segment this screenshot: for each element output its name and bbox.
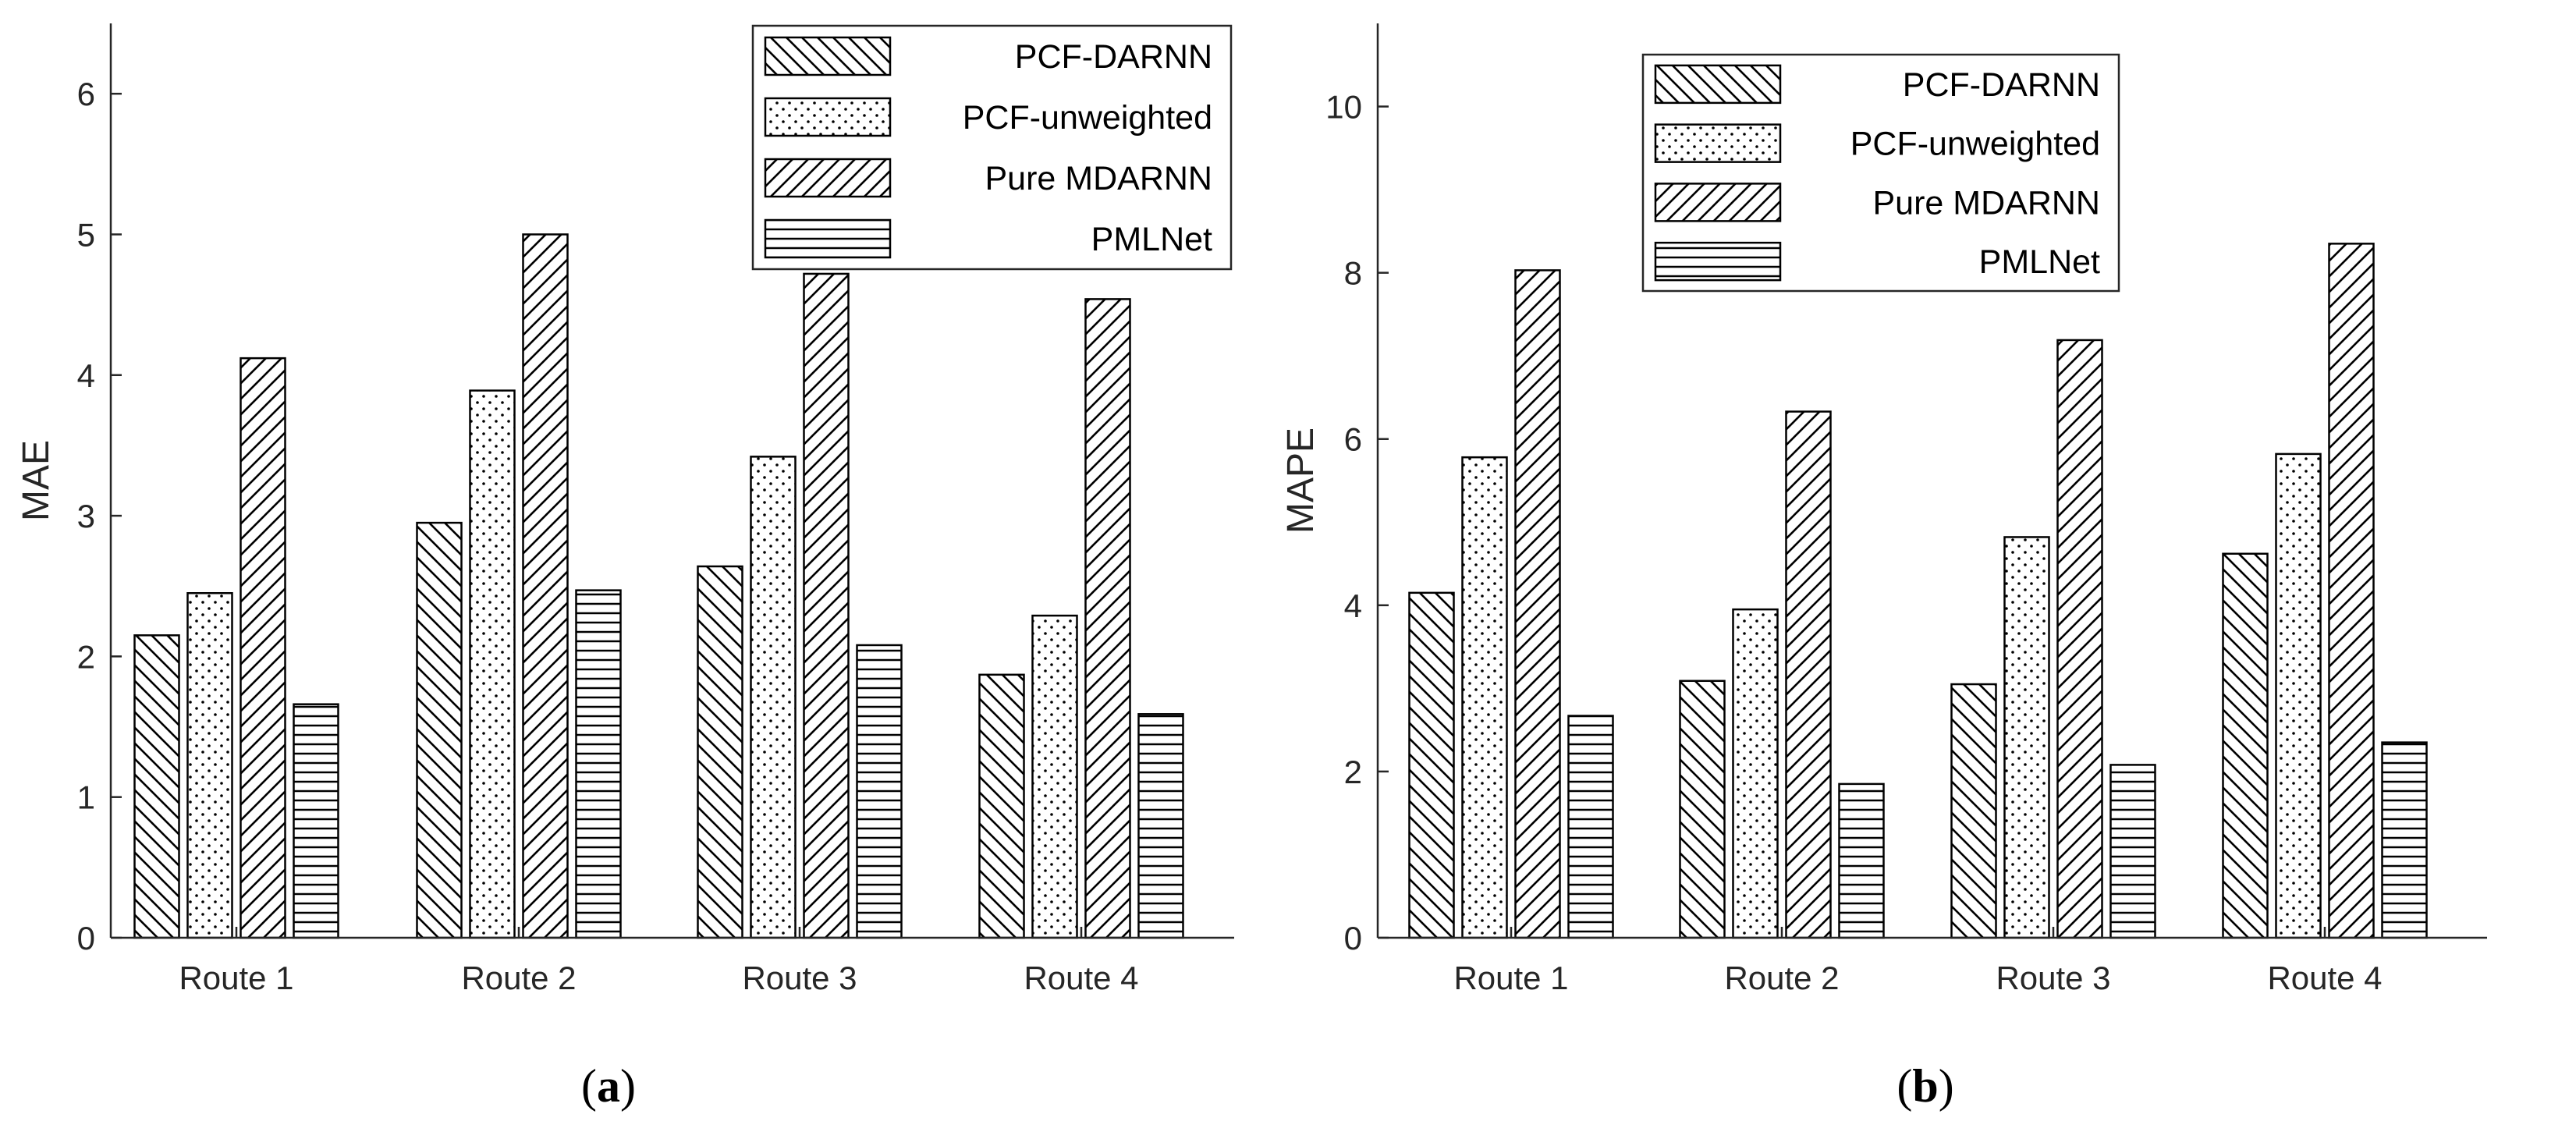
legend-panel-b: PCF-DARNN PCF-unweighted Pure MDARNN PMLNet [1641,53,2120,293]
bar-pure-mdarnn-4 [1084,298,1131,939]
caption-open-paren-b: ( [1897,1060,1912,1112]
legend-panel-a: PCF-DARNN PCF-unweighted Pure MDARNN PMLNet [751,24,1233,271]
y-tick-label: 1 [77,779,95,816]
y-tick-label: 4 [77,357,95,394]
y-tick-label: 2 [77,638,95,675]
axes-panel-b: 0 2 4 6 8 10 Route 1 Route 2 Route 3 Route 4 [1325,23,2487,996]
legend-label: PMLNet [1979,243,2100,281]
y-axis-label-b: MAPE [1280,428,1322,534]
y-tick-label: 8 [1344,255,1362,292]
y-tick-label: 6 [77,76,95,112]
panel-caption-b: (b) [1897,1060,1953,1112]
legend-swatch [764,97,892,137]
bar-pure-mdarnn-4 [2328,243,2375,939]
legend-label: PCF-DARNN [1015,38,1212,76]
legend-label: PCF-unweighted [1850,126,2100,163]
bar-pmlnet-4 [2381,741,2428,939]
bar-pure-mdarnn-2 [1785,410,1832,939]
legend-swatch [1654,241,1782,282]
x-tick-label: Route 3 [1996,960,2110,996]
bar-pcf-unweighted-4 [1031,614,1078,939]
y-tick-label: 3 [77,498,95,534]
bar-pcf-unweighted-3 [750,456,797,939]
y-tick-label: 2 [1344,754,1362,790]
bar-pcf-unweighted-1 [186,591,233,939]
chart-panel-b: 0 2 4 6 8 10 Route 1 Route 2 Route 3 Route 4 MAPE… [1280,23,2487,1112]
x-tick-label: Route 3 [742,960,857,996]
y-tick-label: 10 [1325,89,1362,126]
y-axis-label-a: MAE [16,440,57,521]
legend-label: PCF-DARNN [1903,66,2100,104]
legend-label: Pure MDARNN [985,160,1213,197]
legend-swatch [1654,183,1782,222]
x-tick-label: Route 1 [1453,960,1568,996]
y-tick-label: 4 [1344,587,1362,624]
bar-pcf-unweighted-4 [2275,452,2322,939]
bar-pure-mdarnn-1 [1514,269,1561,939]
legend-swatch [764,36,892,76]
bars-panel-b [1408,243,2428,939]
caption-close-paren-b: ) [1939,1060,1954,1112]
bar-pcf-darnn-1 [133,634,180,939]
bar-pure-mdarnn-3 [803,272,850,939]
x-tick-label: Route 2 [1724,960,1839,996]
legend-swatch [764,158,892,198]
x-tick-label: Route 1 [179,960,293,996]
caption-letter-a: a [597,1060,620,1112]
bar-pcf-darnn-4 [2222,552,2269,939]
x-tick-label: Route 4 [2267,960,2382,996]
bar-pmlnet-2 [1838,782,1885,939]
y-tick-label: 0 [77,920,95,956]
x-tick-label: Route 4 [1024,960,1138,996]
legend-swatch [1654,123,1782,163]
bar-pure-mdarnn-1 [240,357,286,939]
caption-open-paren-a: ( [581,1060,597,1112]
y-tick-label: 0 [1344,920,1362,956]
legend-swatch [764,218,892,259]
legend-label: PCF-unweighted [963,99,1212,137]
bar-pcf-darnn-2 [416,521,463,939]
bar-pcf-darnn-1 [1408,591,1455,939]
legend-swatch [1654,64,1782,105]
bar-pcf-unweighted-2 [1732,608,1779,939]
bar-pure-mdarnn-3 [2056,339,2103,939]
bar-pcf-darnn-3 [697,565,743,939]
y-tick-label: 6 [1344,421,1362,458]
bar-pcf-unweighted-1 [1461,456,1508,939]
bar-pcf-darnn-4 [978,673,1025,939]
bar-pmlnet-2 [575,589,622,939]
bar-pmlnet-3 [2109,764,2156,939]
axes-panel-a: 0 1 2 3 4 5 6 Route 1 Route 2 Route 3 Route 4 [77,23,1234,996]
bar-pcf-darnn-2 [1679,680,1726,939]
bar-pmlnet-1 [293,703,339,939]
bars-panel-a [133,233,1184,939]
bar-pcf-unweighted-3 [2003,536,2050,939]
caption-letter-b: b [1912,1060,1938,1112]
x-tick-label: Route 2 [461,960,576,996]
bar-pure-mdarnn-2 [522,233,569,939]
y-tick-label: 5 [77,216,95,253]
bar-pmlnet-3 [856,644,903,939]
legend-label: PMLNet [1091,221,1212,258]
bar-pmlnet-1 [1567,715,1614,939]
bar-pcf-darnn-3 [1950,683,1997,939]
legend-label: Pure MDARNN [1873,184,2101,222]
caption-close-paren-a: ) [620,1060,636,1112]
panel-caption-a: (a) [581,1060,636,1112]
bar-pmlnet-4 [1137,713,1184,939]
bar-pcf-unweighted-2 [469,389,516,939]
